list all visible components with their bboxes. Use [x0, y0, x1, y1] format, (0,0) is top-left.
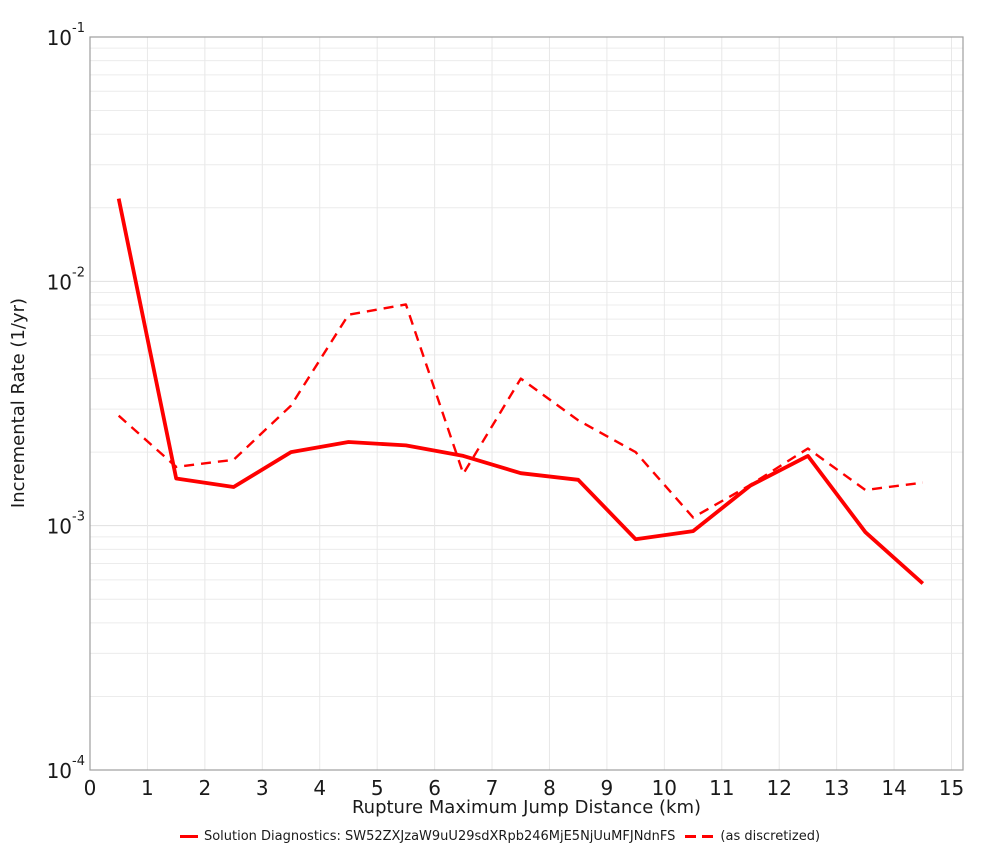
x-tick-label: 12 — [766, 776, 791, 800]
solid-line-swatch — [179, 834, 198, 839]
x-tick-label: 2 — [199, 776, 212, 800]
x-tick-label: 9 — [601, 776, 614, 800]
x-tick-label: 14 — [881, 776, 906, 800]
plot-border — [89, 36, 964, 771]
legend: Solution Diagnostics: SW52ZXJzaW9uU29sdX… — [0, 829, 1000, 844]
x-tick-label: 8 — [543, 776, 556, 800]
x-tick-label: 1 — [141, 776, 154, 800]
x-tick-labels: 0 1 2 3 4 5 6 7 8 9 10 11 12 13 14 15 — [84, 776, 965, 800]
x-tick-label: 7 — [486, 776, 499, 800]
legend-label-as-discretized: (as discretized) — [720, 829, 821, 844]
dashed-line-swatch — [685, 835, 714, 838]
x-tick-label: 5 — [371, 776, 384, 800]
y-tick-labels: 10-1 10-2 10-3 10-4 — [47, 21, 85, 783]
x-tick-label: 6 — [428, 776, 441, 800]
x-tick-label: 15 — [939, 776, 964, 800]
y-tick-label: 10-3 — [47, 510, 85, 539]
x-tick-label: 13 — [824, 776, 849, 800]
dash-segment — [702, 835, 714, 838]
vertical-gridlines — [146, 37, 953, 770]
solid-series-line — [116, 198, 925, 585]
x-tick-label: 3 — [256, 776, 269, 800]
dashed-series-line — [117, 303, 923, 519]
legend-label-solution-diagnostics: Solution Diagnostics: SW52ZXJzaW9uU29sdX… — [203, 829, 676, 844]
horizontal-gridlines — [90, 47, 963, 697]
y-axis-title: Incremental Rate (1/yr) — [8, 297, 29, 509]
x-tick-label: 10 — [652, 776, 677, 800]
x-axis-title: Rupture Maximum Jump Distance (km) — [351, 797, 702, 818]
dash-segment — [685, 835, 697, 838]
x-tick-label: 0 — [84, 776, 97, 800]
y-tick-label: 10-2 — [47, 265, 85, 294]
x-tick-label: 4 — [313, 776, 326, 800]
y-tick-label: 10-1 — [47, 21, 85, 50]
x-tick-label: 11 — [709, 776, 734, 800]
y-tick-label: 10-4 — [47, 754, 85, 783]
